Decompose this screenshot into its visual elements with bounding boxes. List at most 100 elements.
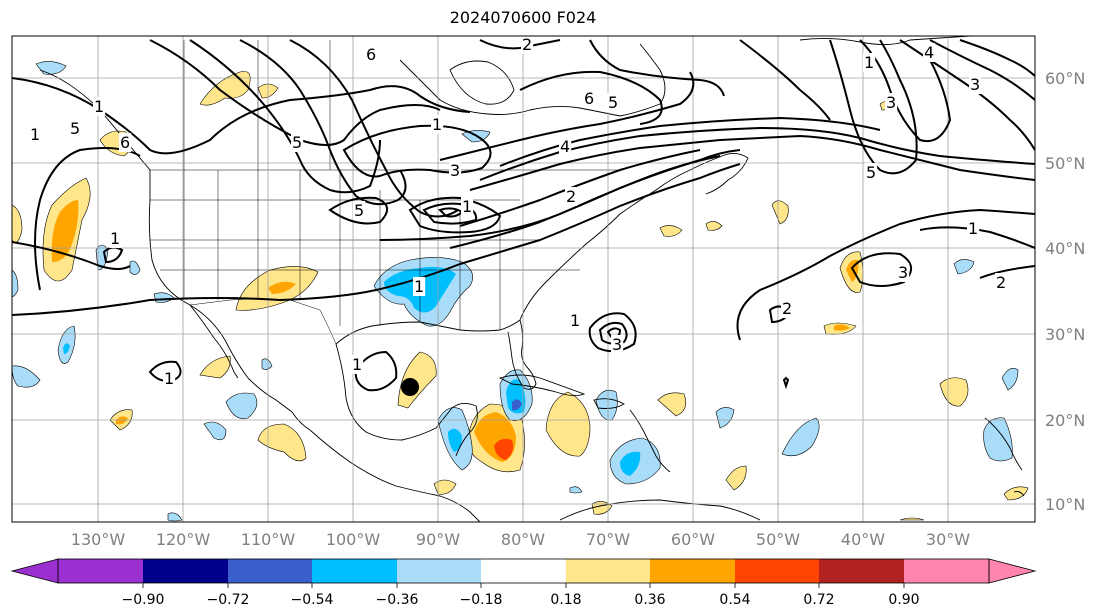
colorbar-bin [735,559,819,583]
central-america [309,429,481,522]
lon-label: 120°W [156,530,211,549]
contour-label: 4 [560,137,570,156]
contour-label-halo [365,45,378,64]
contour-line [149,39,441,146]
anomaly-patch [63,343,70,354]
contour-label-halo [431,115,444,134]
contour-label-halo [413,277,426,296]
anomaly-patch [261,358,273,370]
anomaly-patch [569,486,583,494]
contour-label-halo [781,299,794,318]
contour-line [479,39,561,50]
lat-label: 50°N [1045,154,1085,173]
contour-label: 1 [432,115,442,134]
contour-label: 5 [70,119,80,138]
contour-label-halo [559,137,572,156]
storm-position-marker [401,378,419,396]
hudson-bay [449,60,515,105]
colorbar-tick-label: 0.36 [634,592,665,608]
contour-label: 1 [414,277,424,296]
anomaly-patch [199,71,251,106]
anomaly-patch [939,377,969,407]
colorbar-bin [228,559,312,583]
lon-label: 100°W [326,530,381,549]
contours [12,39,1035,392]
anomaly-patch [657,392,687,417]
colorbar-tick-label: −0.90 [122,592,165,608]
anomaly-patch [595,389,618,421]
colorbar-tick-label: −0.36 [376,592,419,608]
contour-label: 1 [164,369,174,388]
contour-label-halo [611,335,624,354]
anomaly-patch [203,421,227,441]
lon-label: 50°W [756,530,800,549]
anomaly-patch [591,501,613,515]
baja-california [189,304,239,379]
contour-label: 5 [608,93,618,112]
canada-atlantic [689,153,749,195]
contour-line [588,312,637,353]
contour-line [782,376,790,390]
contour-label-halo [923,43,936,62]
contour-label-halo [119,133,132,152]
contour-label-halo [449,161,462,180]
coastlines [39,36,1025,522]
contour-line [519,70,663,125]
colorbar-tick-label: 0.18 [550,592,581,608]
colorbar-bin [143,559,228,583]
colorbar-bin [819,559,904,583]
colorbar-bin [312,559,397,583]
contour-label-halo [69,119,82,138]
contour-label: 3 [970,75,980,94]
colorbar-tick-label: −0.54 [291,592,334,608]
anomaly-patch [705,221,723,231]
contour-label: 2 [782,299,792,318]
contour-label-halo [569,311,582,330]
contour-line [12,241,131,270]
cape-verde [1013,491,1025,497]
contour-label: 5 [292,133,302,152]
contour-line [959,39,1035,77]
contour-label-halo [583,89,596,108]
contour-label-halo [521,35,534,54]
colorbar-tick-label: 0.54 [719,592,750,608]
contour-line [850,252,912,287]
lon-label: 40°W [841,530,885,549]
contour-line [499,116,881,167]
latitude-labels: 60°N 50°N 40°N 30°N 20°N 10°N [1045,69,1085,514]
colorbar-bin [904,559,989,583]
contour-label: 1 [94,97,104,116]
anomaly-patch [512,399,522,411]
contour-line [449,149,741,249]
anomaly-patch [1001,367,1019,391]
contour-label: 2 [566,187,576,206]
contour-label-halo [863,53,876,72]
anomaly-patch [834,324,850,331]
contour-line [739,39,831,121]
colorbar-tick-label: 0.72 [803,592,834,608]
contour-line [459,149,701,227]
contour-line [189,39,381,194]
gridlines [12,36,1035,522]
contour-line [239,39,407,206]
contour-label: 1 [30,125,40,144]
contour-label-halo [969,75,982,94]
contour-label-halo [353,201,366,220]
lat-label: 30°N [1045,325,1085,344]
anomaly-patch [397,351,437,409]
colorbar-bin [566,559,650,583]
anomaly-patch [781,417,820,457]
contour-line [342,124,492,178]
lon-label: 90°W [416,530,460,549]
anomaly-patch [448,428,462,452]
anomaly-patch [167,512,183,522]
contour-line [439,71,695,161]
contour-line [919,226,1035,249]
contour-label: 3 [886,93,896,112]
contour-line [979,265,1035,279]
colorbar-bin [58,559,143,583]
us-gulf-coast [335,319,521,345]
colorbar-tick-label: −0.18 [460,592,503,608]
contour-label-halo [291,133,304,152]
